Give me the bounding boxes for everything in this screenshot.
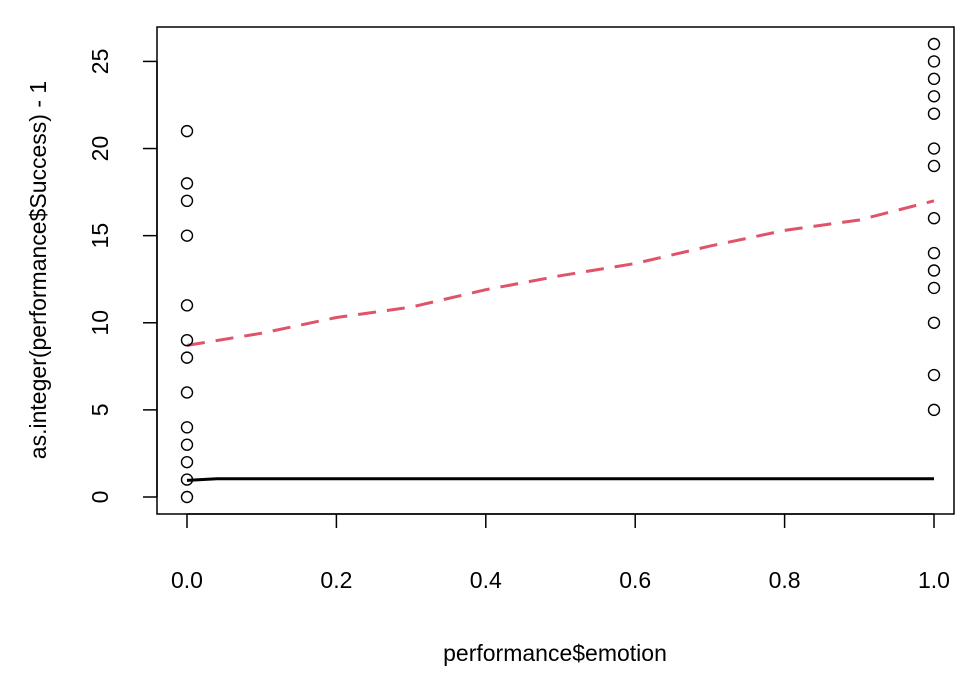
data-point xyxy=(927,368,941,382)
data-point xyxy=(180,229,194,242)
data-point xyxy=(927,316,941,329)
y-tick-label: 5 xyxy=(87,403,113,416)
x-tick-label: 0.4 xyxy=(470,567,502,593)
y-tick-label: 10 xyxy=(87,310,113,336)
y-tick-label: 0 xyxy=(87,491,113,504)
data-point xyxy=(180,421,194,434)
data-point xyxy=(927,159,941,173)
x-axis-title: performance$emotion xyxy=(443,640,667,666)
y-tick-label: 15 xyxy=(87,223,113,249)
data-point xyxy=(927,281,941,295)
y-axis: 0 5 10 15 20 25 xyxy=(87,49,158,504)
x-axis: 0.0 0.2 0.4 0.6 0.8 1.0 xyxy=(171,513,950,593)
x-tick-label: 0.2 xyxy=(320,567,352,593)
data-point xyxy=(180,194,194,208)
data-point xyxy=(180,386,194,399)
x-tick-label: 0.8 xyxy=(769,567,801,593)
data-point xyxy=(180,438,194,451)
data-points xyxy=(180,37,941,504)
data-point xyxy=(927,55,941,68)
data-point xyxy=(180,351,194,364)
y-axis-title: as.integer(performance$Success) - 1 xyxy=(25,81,51,459)
data-point xyxy=(927,264,941,277)
x-tick-label: 1.0 xyxy=(918,567,950,593)
data-point xyxy=(180,490,194,504)
x-tick-label: 0.6 xyxy=(619,567,651,593)
data-point xyxy=(927,72,941,86)
data-point xyxy=(180,299,194,312)
data-point xyxy=(927,107,941,120)
data-point xyxy=(927,212,941,225)
data-point xyxy=(180,124,194,138)
x-tick-label: 0.0 xyxy=(171,567,203,593)
data-point xyxy=(180,455,194,469)
series-lines xyxy=(186,199,935,482)
data-point xyxy=(927,246,941,260)
fitted-curve-solid xyxy=(186,477,934,482)
data-point xyxy=(180,333,194,347)
data-point xyxy=(927,403,941,417)
y-tick-label: 20 xyxy=(87,136,113,162)
data-point xyxy=(180,177,194,190)
data-point xyxy=(927,37,941,51)
fitted-curve-dashed xyxy=(186,199,935,347)
data-point xyxy=(927,142,941,155)
data-point xyxy=(180,473,194,486)
plot-frame xyxy=(156,26,955,515)
y-tick-label: 25 xyxy=(87,49,113,75)
data-point xyxy=(927,90,941,103)
